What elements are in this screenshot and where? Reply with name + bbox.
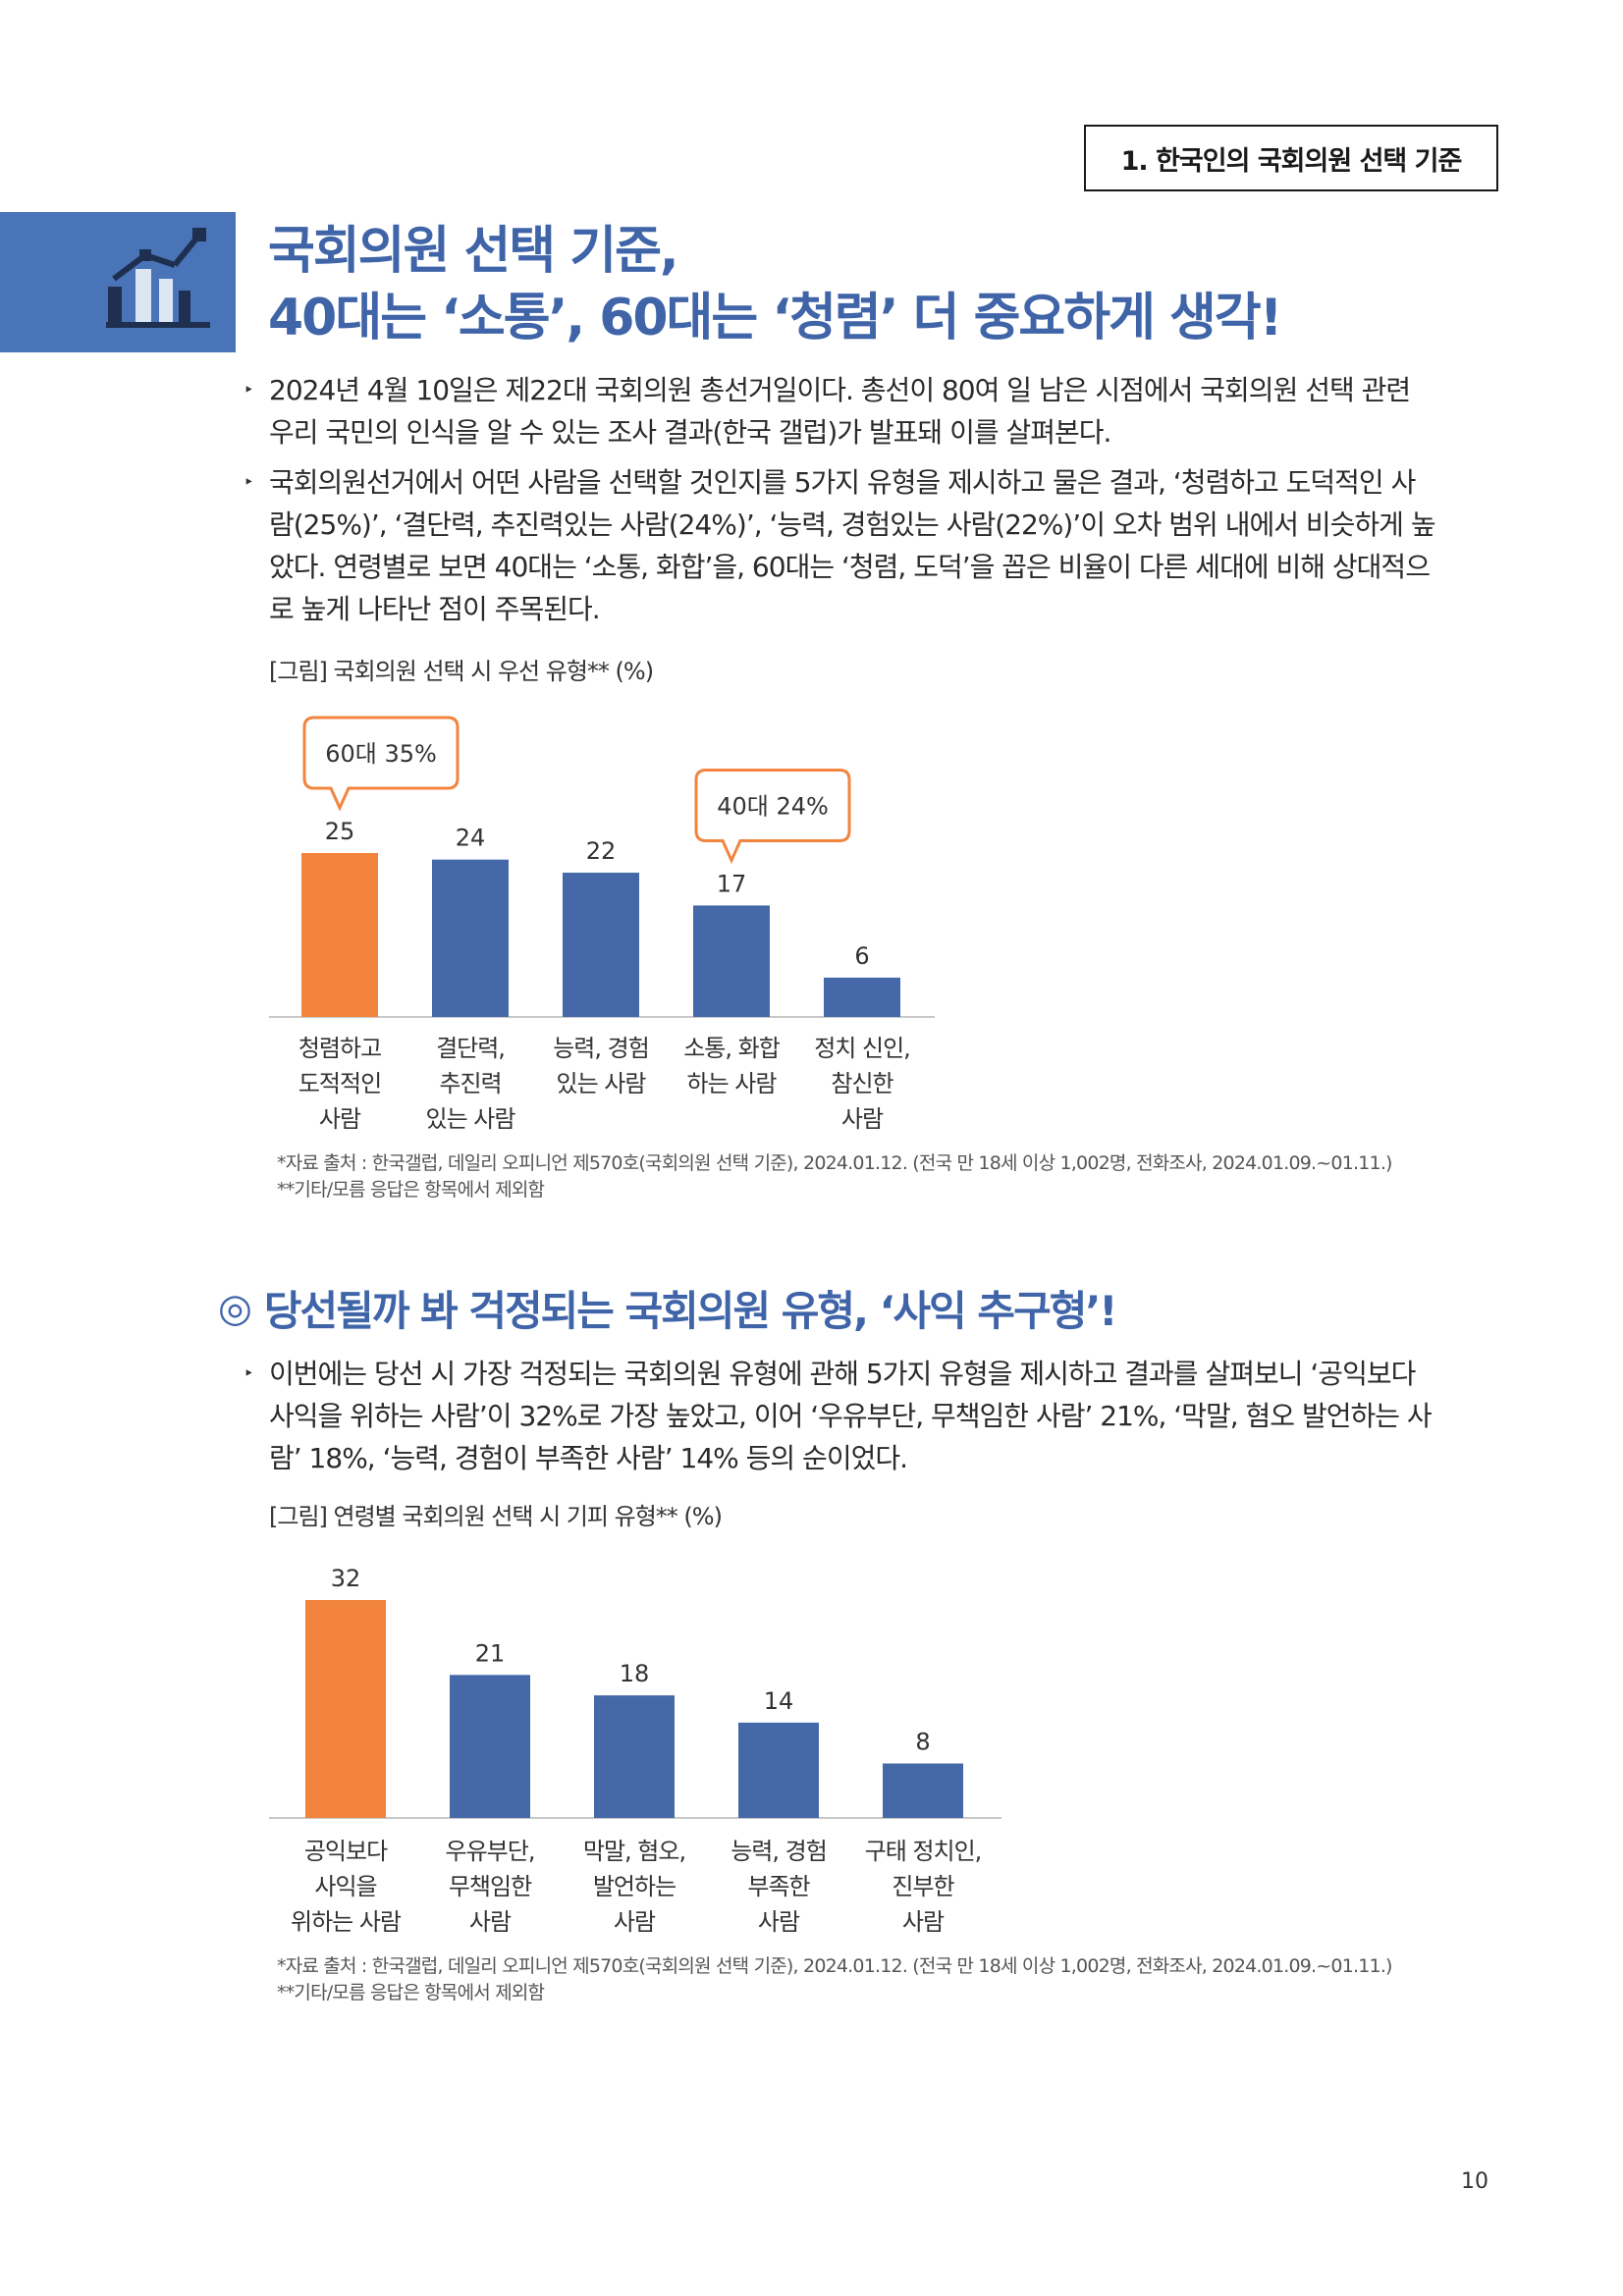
category-label: 사람 <box>841 1105 884 1133</box>
data-label: 6 <box>854 942 869 970</box>
callout-bubble <box>694 768 851 865</box>
data-label: 25 <box>325 818 355 845</box>
bar <box>432 859 509 1017</box>
category-label: 능력, 경험 <box>553 1035 649 1062</box>
page-title: 국회의원 선택 기준, 40대는 ‘소통’, 60대는 ‘청렴’ 더 중요하게 … <box>268 218 1544 351</box>
callout-label: 40대 24% <box>717 792 829 820</box>
source-line: *자료 출처 : 한국갤럽, 데일리 오피니언 제570호(국회의원 선택 기준… <box>277 1955 1392 1977</box>
category-label: 참신한 <box>831 1070 893 1097</box>
title-icon-block <box>0 212 236 352</box>
paragraph-line: 았다. 연령별로 보면 40대는 ‘소통, 화합’을, 60대는 ‘청렴, 도덕… <box>269 551 1431 583</box>
paragraph-line: 2024년 4월 10일은 제22대 국회의원 총선거일이다. 총선이 80여 … <box>269 374 1411 406</box>
category-label: 추진력 <box>439 1070 501 1097</box>
data-label: 24 <box>456 825 486 852</box>
callout-bubble <box>302 716 460 812</box>
section-label-box: 1. 한국인의 국회의원 선택 기준 <box>1084 125 1498 191</box>
paragraph-line: 람’ 18%, ‘능력, 경험이 부족한 사람’ 14% 등의 순이었다. <box>269 1442 908 1474</box>
paragraph-1: ‣ 2024년 4월 10일은 제22대 국회의원 총선거일이다. 총선이 80… <box>243 369 1487 454</box>
page-number: 10 <box>1461 2169 1488 2194</box>
source-note: **기타/모름 응답은 항목에서 제외함 <box>277 1179 545 1201</box>
paragraph-line: 국회의원선거에서 어떤 사람을 선택할 것인지를 5가지 유형을 제시하고 물은… <box>269 466 1416 499</box>
paragraph-line: 사익을 위하는 사람’이 32%로 가장 높았고, 이어 ‘우유부단, 무책임한… <box>269 1400 1433 1432</box>
section-label: 1. 한국인의 국회의원 선택 기준 <box>1120 145 1463 177</box>
category-label: 결단력, <box>436 1035 505 1062</box>
source-note: **기타/모름 응답은 항목에서 제외함 <box>277 1982 545 2003</box>
bullet-icon: ‣ <box>243 472 254 493</box>
bar <box>563 873 639 1017</box>
double-circle-icon: ◎ <box>218 1285 252 1331</box>
figure-1-caption: [그림] 국회의원 선택 시 우선 유형** (%) <box>269 658 654 685</box>
section-2-title: ◎ 당선될까 봐 걱정되는 국회의원 유형, ‘사익 추구형’! <box>218 1278 1118 1338</box>
bar <box>824 977 900 1017</box>
page-title-line1: 국회의원 선택 기준, <box>268 222 679 281</box>
data-label: 17 <box>717 870 747 897</box>
category-label: 있는 사람 <box>426 1105 516 1133</box>
paragraph-2: ‣ 국회의원선거에서 어떤 사람을 선택할 것인지를 5가지 유형을 제시하고 … <box>243 461 1487 630</box>
paragraph-line: 로 높게 나타난 점이 주목된다. <box>269 593 601 625</box>
paragraph-line: 람(25%)’, ‘결단력, 추진력있는 사람(24%)’, ‘능력, 경험있는… <box>269 508 1436 541</box>
source-line: *자료 출처 : 한국갤럽, 데일리 오피니언 제570호(국회의원 선택 기준… <box>277 1152 1392 1174</box>
category-label: 사람 <box>319 1105 361 1133</box>
bullet-icon: ‣ <box>243 1363 254 1384</box>
chart-analysis-icon <box>106 228 210 328</box>
page-title-line2: 40대는 ‘소통’, 60대는 ‘청렴’ 더 중요하게 생각! <box>268 289 1282 347</box>
category-label: 정치 신인, <box>814 1035 910 1062</box>
category-label: 있는 사람 <box>557 1070 647 1097</box>
figure-2-caption: [그림] 연령별 국회의원 선택 시 기피 유형** (%) <box>269 1503 723 1530</box>
bullet-icon: ‣ <box>243 380 254 400</box>
callout-label: 60대 35% <box>325 740 437 768</box>
category-label: 도적적인 <box>298 1070 381 1097</box>
paragraph-line: 이번에는 당선 시 가장 걱정되는 국회의원 유형에 관해 5가지 유형을 제시… <box>269 1358 1416 1390</box>
data-label: 22 <box>586 837 617 865</box>
section-2-title-text: 당선될까 봐 걱정되는 국회의원 유형, ‘사익 추구형’! <box>263 1287 1118 1335</box>
bar <box>693 905 770 1017</box>
paragraph-line: 우리 국민의 인식을 알 수 있는 조사 결과(한국 갤럽)가 발표돼 이를 살… <box>269 416 1111 449</box>
figure-2-source: *자료 출처 : 한국갤럽, 데일리 오피니언 제570호(국회의원 선택 기준… <box>277 1953 1514 2006</box>
category-label: 소통, 화합 <box>683 1035 780 1062</box>
bar <box>301 853 378 1017</box>
category-label: 하는 사람 <box>687 1070 778 1097</box>
category-label: 청렴하고 <box>298 1035 381 1062</box>
paragraph-3: ‣ 이번에는 당선 시 가장 걱정되는 국회의원 유형에 관해 5가지 유형을 … <box>243 1353 1487 1479</box>
figure-1-source: *자료 출처 : 한국갤럽, 데일리 오피니언 제570호(국회의원 선택 기준… <box>277 1150 1514 1203</box>
